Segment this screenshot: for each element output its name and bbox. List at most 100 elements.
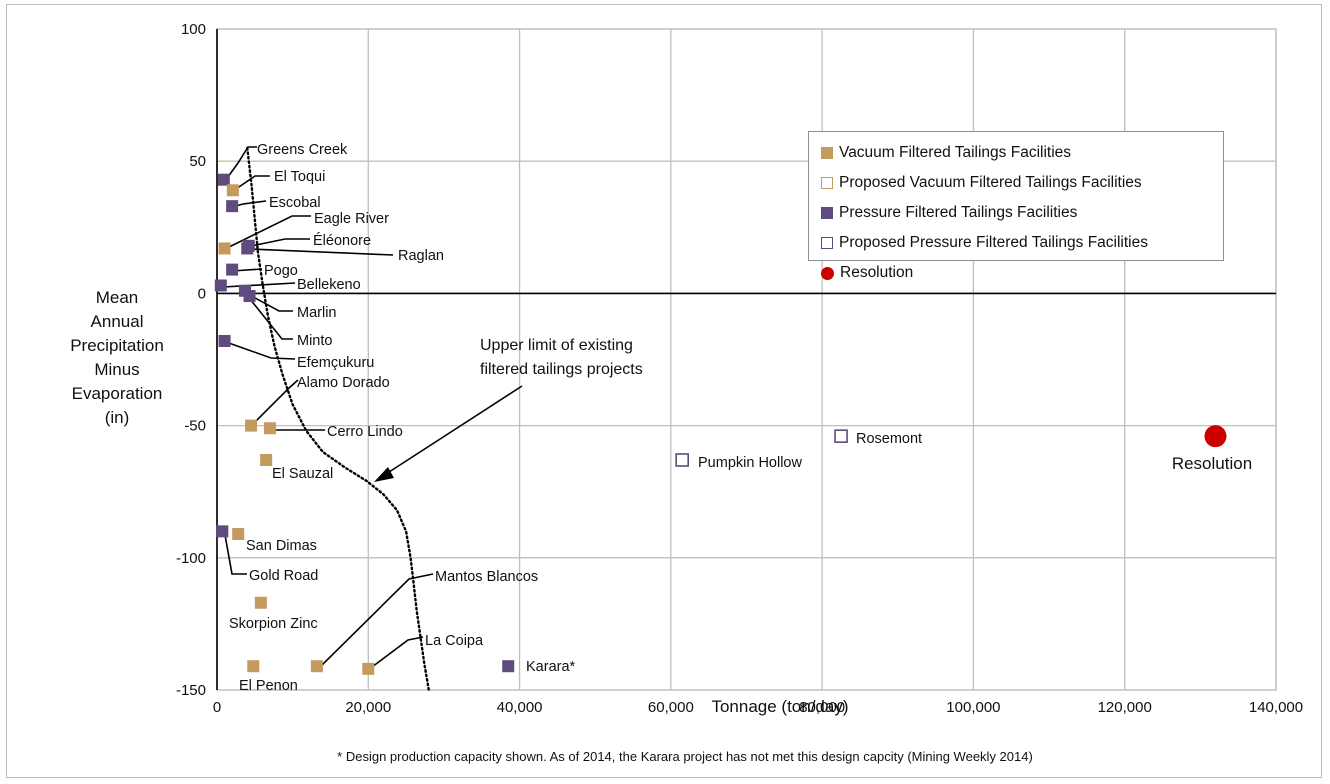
data-point xyxy=(232,528,245,541)
data-point xyxy=(243,290,256,303)
data-point xyxy=(263,422,276,435)
point-label: Greens Creek xyxy=(257,142,348,158)
leader-line xyxy=(319,573,434,668)
legend-item-proposed-pressure: Proposed Pressure Filtered Tailings Faci… xyxy=(821,228,1223,258)
point-label: Escobal xyxy=(269,195,321,211)
leader-line xyxy=(225,341,296,360)
legend-swatch xyxy=(821,207,833,219)
footnote: * Design production capacity shown. As o… xyxy=(337,749,1033,764)
data-point xyxy=(1204,425,1227,448)
y-axis-label-line: Mean xyxy=(95,288,139,307)
y-axis-label-line: Annual xyxy=(90,312,144,331)
data-point xyxy=(834,429,848,443)
point-label: San Dimas xyxy=(246,538,317,554)
y-tick-label: -50 xyxy=(184,418,206,435)
legend-label: Vacuum Filtered Tailings Facilities xyxy=(839,144,1072,161)
point-label: Rosemont xyxy=(856,431,922,447)
point-label: Pumpkin Hollow xyxy=(698,455,802,471)
point-label: Bellekeno xyxy=(297,277,361,293)
y-tick-label: 100 xyxy=(181,21,206,38)
data-point xyxy=(245,419,258,432)
point-label: Alamo Dorado xyxy=(297,375,390,391)
point-label: El Penon xyxy=(239,678,298,694)
point-label: Mantos Blancos xyxy=(435,569,538,585)
point-label: Karara* xyxy=(526,659,576,675)
data-point xyxy=(226,200,239,213)
data-point xyxy=(362,662,375,675)
leader-lines xyxy=(222,146,434,671)
data-point xyxy=(218,242,231,255)
data-point xyxy=(217,173,230,186)
point-label: Skorpion Zinc xyxy=(229,616,318,632)
data-point xyxy=(254,596,267,609)
y-axis-label-line: (in) xyxy=(104,408,130,427)
x-axis-label: Tonnage (ton/day) xyxy=(711,697,849,716)
legend-swatch xyxy=(821,266,834,280)
y-axis-label-line: Evaporation xyxy=(71,384,163,403)
point-label: La Coipa xyxy=(425,633,484,649)
data-point xyxy=(247,660,260,673)
annotation-arrow-shaft xyxy=(385,385,523,475)
point-label: El Sauzal xyxy=(272,466,333,482)
legend-item-vacuum: Vacuum Filtered Tailings Facilities xyxy=(821,138,1223,168)
x-tick-label: 40,000 xyxy=(497,699,543,716)
data-point xyxy=(310,660,323,673)
x-tick-label: 140,000 xyxy=(1249,699,1303,716)
data-point xyxy=(214,279,227,292)
legend-item-resolution: Resolution xyxy=(821,258,1223,288)
point-label: Eagle River xyxy=(314,211,389,227)
x-tick-label: 20,000 xyxy=(345,699,391,716)
legend-label: Proposed Pressure Filtered Tailings Faci… xyxy=(839,234,1148,251)
x-tick-label: 0 xyxy=(213,699,221,716)
y-tick-label: 50 xyxy=(189,153,206,170)
point-label: Resolution xyxy=(1172,454,1252,473)
point-label: Marlin xyxy=(297,305,336,321)
legend: Vacuum Filtered Tailings Facilities Prop… xyxy=(808,131,1224,281)
data-point xyxy=(216,525,229,538)
y-axis-label-line: Minus xyxy=(94,360,140,379)
data-point xyxy=(218,334,231,347)
tick-labels: 0 20,000 40,000 60,000 80,000 100,000 120,000 1… xyxy=(176,21,1303,716)
grid-lines xyxy=(216,28,1277,691)
annotation-arrow-head xyxy=(374,467,394,482)
plot-border xyxy=(216,28,1277,691)
point-label: Efemçukuru xyxy=(297,355,374,371)
x-tick-label: 60,000 xyxy=(648,699,694,716)
leader-line xyxy=(250,379,299,427)
legend-swatch xyxy=(821,237,833,249)
data-point xyxy=(260,453,273,466)
leader-line xyxy=(367,636,424,671)
leader-line xyxy=(224,215,311,250)
legend-item-proposed-vacuum: Proposed Vacuum Filtered Tailings Facili… xyxy=(821,168,1223,198)
y-axis-label: Mean Annual Precipitation Minus Evaporat… xyxy=(52,286,182,430)
leader-line xyxy=(224,146,257,182)
x-tick-label: 120,000 xyxy=(1098,699,1152,716)
point-label: Minto xyxy=(297,333,332,349)
annotation-text: Upper limit of existing xyxy=(480,337,633,354)
y-tick-label: -100 xyxy=(176,550,206,567)
data-point xyxy=(226,263,239,276)
y-tick-label: 0 xyxy=(198,285,206,302)
upper-limit-curve xyxy=(246,146,430,692)
curve-annotation: Upper limit of existing filtered tailings… xyxy=(374,337,643,482)
leader-line xyxy=(249,298,293,340)
data-points xyxy=(214,173,1227,675)
data-point xyxy=(241,242,254,255)
point-label: Gold Road xyxy=(249,568,318,584)
leader-line xyxy=(222,282,296,288)
legend-label: Proposed Vacuum Filtered Tailings Facili… xyxy=(839,174,1142,191)
legend-swatch xyxy=(821,147,833,159)
leader-line xyxy=(249,248,394,256)
point-label: Cerro Lindo xyxy=(327,424,403,440)
legend-label: Resolution xyxy=(840,264,914,281)
leader-line xyxy=(232,175,270,192)
leader-line xyxy=(250,238,310,247)
data-point xyxy=(675,453,690,467)
point-label: Pogo xyxy=(264,263,298,279)
point-label: El Toqui xyxy=(274,169,325,185)
point-label: Éléonore xyxy=(313,232,371,249)
upper-limit-line xyxy=(246,146,430,692)
y-tick-label: -150 xyxy=(176,682,206,699)
